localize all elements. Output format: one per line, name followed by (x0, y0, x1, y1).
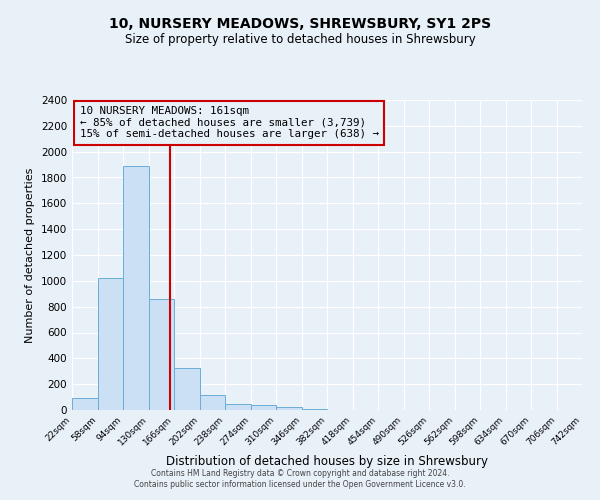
Bar (251, 406, 276, 410)
Y-axis label: Number of detached properties: Number of detached properties (25, 168, 35, 342)
Text: Contains HM Land Registry data © Crown copyright and database right 2024.: Contains HM Land Registry data © Crown c… (151, 468, 449, 477)
Bar (276, 408, 302, 410)
X-axis label: Distribution of detached houses by size in Shrewsbury: Distribution of detached houses by size … (166, 456, 488, 468)
Bar (199, 395, 225, 410)
Text: 10 NURSERY MEADOWS: 161sqm
← 85% of detached houses are smaller (3,739)
15% of s: 10 NURSERY MEADOWS: 161sqm ← 85% of deta… (80, 106, 379, 140)
Bar (123, 166, 149, 410)
Bar (97, 278, 123, 410)
Text: 10, NURSERY MEADOWS, SHREWSBURY, SY1 2PS: 10, NURSERY MEADOWS, SHREWSBURY, SY1 2PS (109, 18, 491, 32)
Bar (225, 404, 251, 410)
Bar (174, 368, 199, 410)
Bar (72, 398, 97, 410)
Text: Size of property relative to detached houses in Shrewsbury: Size of property relative to detached ho… (125, 32, 475, 46)
Text: Contains public sector information licensed under the Open Government Licence v3: Contains public sector information licen… (134, 480, 466, 489)
Bar (149, 299, 174, 410)
